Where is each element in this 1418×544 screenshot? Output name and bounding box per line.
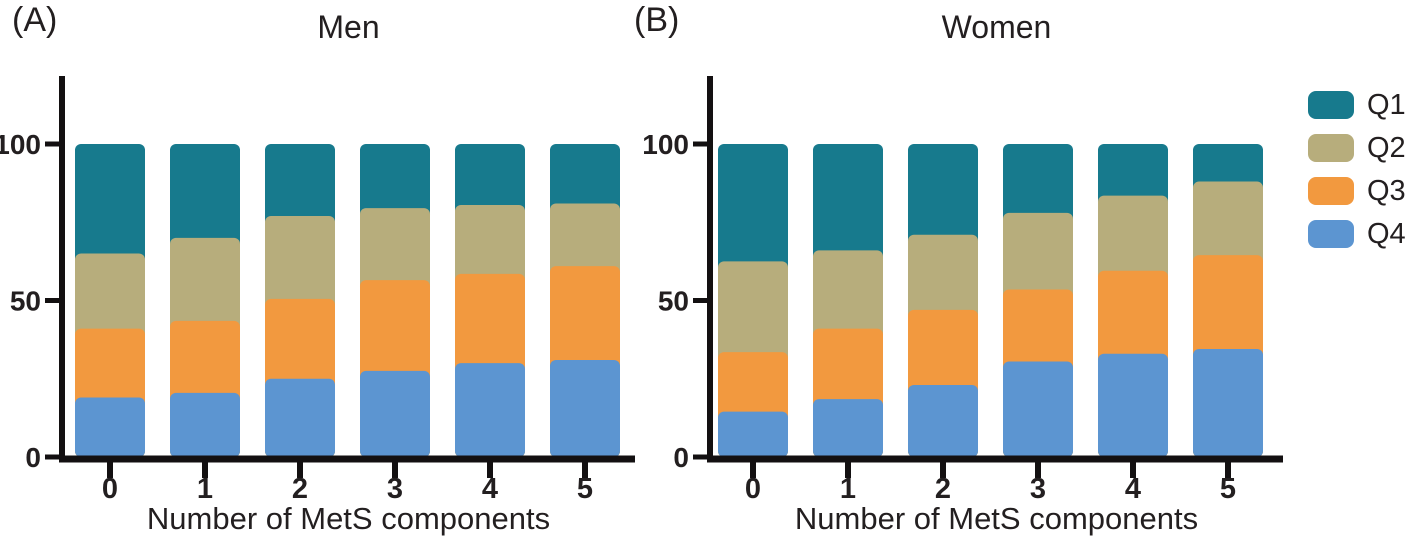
legend-swatch-q1 (1308, 91, 1354, 119)
x-tick-label-men-0: 0 (102, 473, 118, 505)
bar-segment-women-0-q4 (718, 411, 788, 457)
legend-item-q1: Q1 (1308, 88, 1406, 121)
x-tick-label-women-4: 4 (1125, 473, 1141, 505)
legend: Q1 Q2 Q3 Q4 (1308, 88, 1406, 263)
y-tick-label-women-100: 100 (642, 129, 689, 160)
x-tick-label-women-5: 5 (1220, 473, 1236, 505)
x-tick-label-men-4: 4 (482, 473, 498, 505)
y-tick-label-women-0: 0 (673, 442, 689, 473)
panel-label-a: (A) (12, 1, 58, 39)
bar-segment-men-3-q4 (360, 370, 430, 457)
legend-label-q3: Q3 (1367, 174, 1406, 207)
legend-label-q2: Q2 (1367, 131, 1406, 164)
bar-segment-men-0-q4 (75, 397, 145, 457)
y-tick-label-men-50: 50 (10, 286, 41, 317)
legend-item-q2: Q2 (1308, 131, 1406, 164)
x-tick-label-women-0: 0 (745, 473, 761, 505)
legend-item-q4: Q4 (1308, 217, 1406, 250)
x-tick-label-men-3: 3 (387, 473, 403, 505)
panel-label-b: (B) (634, 1, 680, 39)
y-tick-label-men-0: 0 (25, 442, 41, 473)
legend-swatch-q4 (1308, 220, 1354, 248)
x-tick-label-men-2: 2 (292, 473, 308, 505)
legend-item-q3: Q3 (1308, 174, 1406, 207)
bar-segment-women-4-q4 (1098, 353, 1168, 457)
x-axis-label-men: Number of MetS components (146, 501, 551, 536)
x-tick-label-women-3: 3 (1030, 473, 1046, 505)
x-tick-label-women-1: 1 (840, 473, 856, 505)
y-tick-label-men-100: 100 (0, 129, 41, 160)
bar-segment-women-1-q4 (813, 399, 883, 457)
x-tick-label-men-5: 5 (577, 473, 593, 505)
bar-segment-women-3-q4 (1003, 361, 1073, 457)
y-tick-label-women-50: 50 (658, 286, 689, 317)
x-axis-label-women: Number of MetS components (794, 501, 1199, 536)
bar-segment-men-1-q4 (170, 392, 240, 457)
legend-swatch-q3 (1308, 177, 1354, 205)
x-tick-label-men-1: 1 (197, 473, 213, 505)
bar-segment-men-4-q4 (455, 363, 525, 457)
legend-label-q4: Q4 (1367, 217, 1406, 250)
bar-segment-men-5-q4 (550, 359, 620, 457)
chart-title-women: Women (941, 9, 1052, 45)
chart-title-men: Men (317, 9, 380, 45)
legend-label-q1: Q1 (1367, 88, 1406, 121)
x-tick-label-women-2: 2 (935, 473, 951, 505)
bar-segment-women-2-q4 (908, 385, 978, 457)
bar-segment-women-5-q4 (1193, 349, 1263, 457)
bar-segment-men-2-q4 (265, 378, 335, 457)
legend-swatch-q2 (1308, 134, 1354, 162)
